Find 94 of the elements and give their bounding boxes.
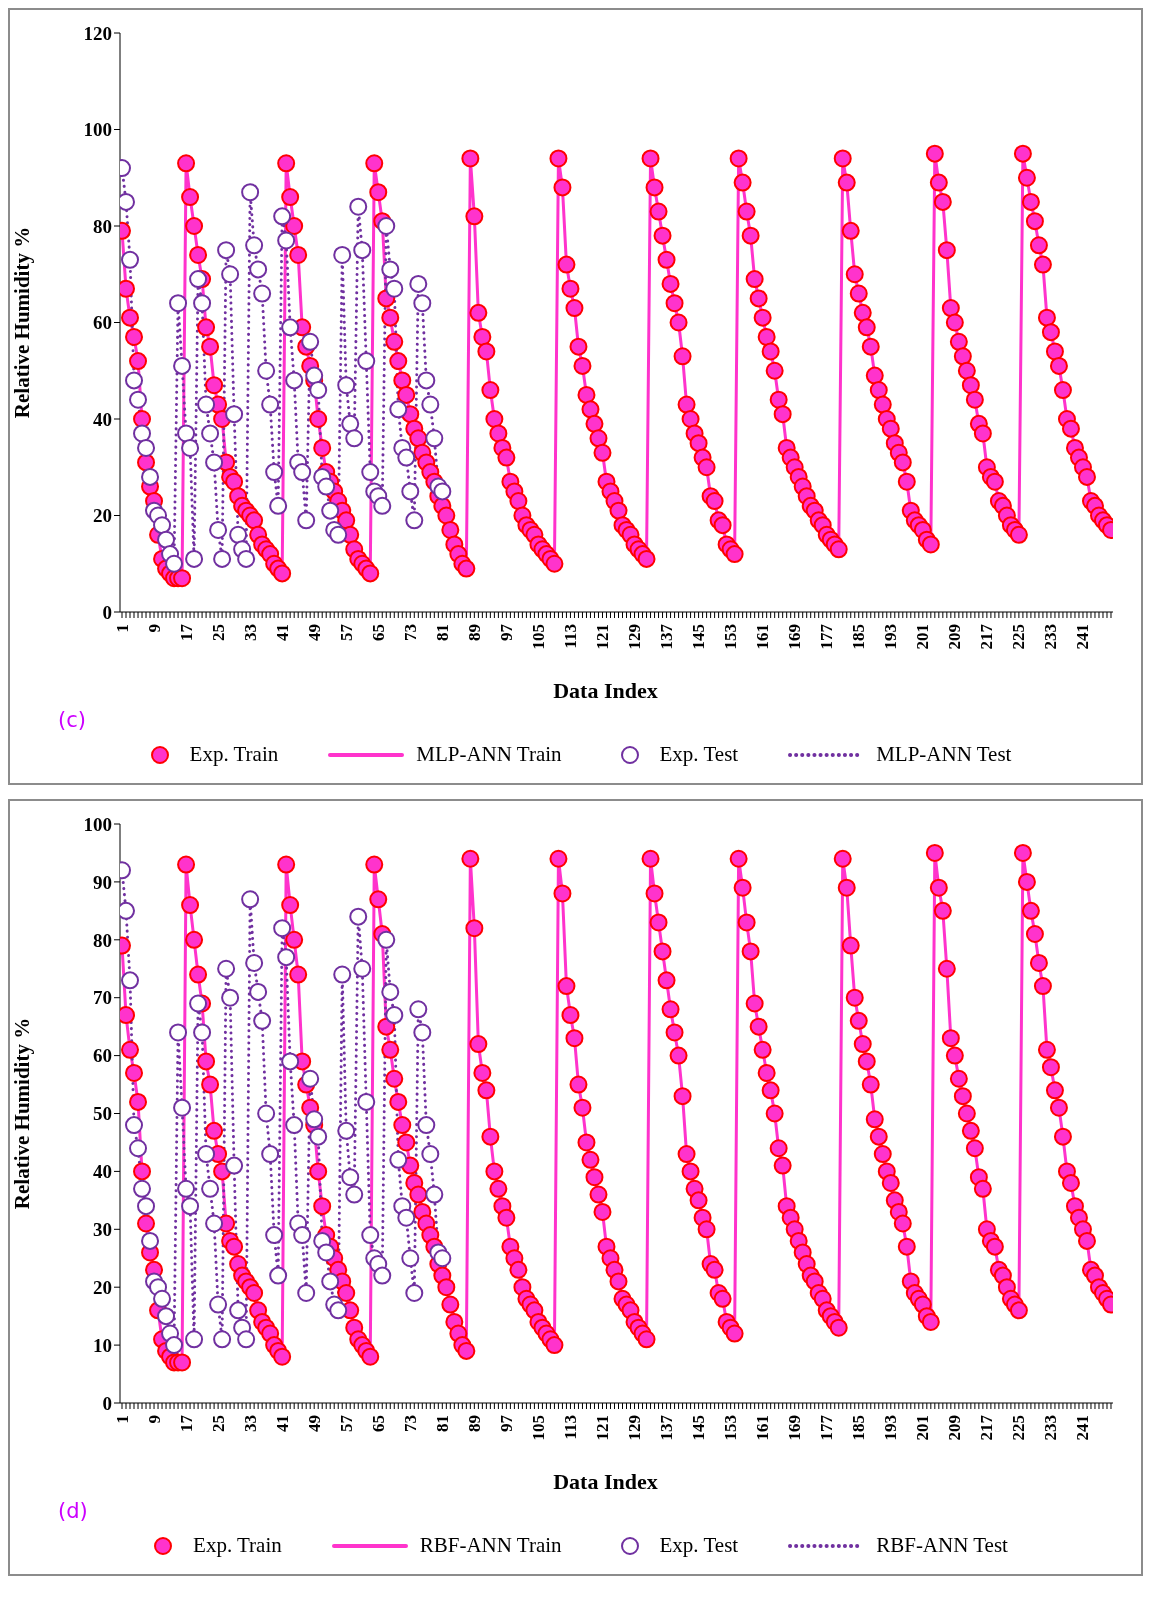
x-tick-label: 9: [144, 624, 164, 633]
x-tick-label: 241: [1073, 624, 1093, 650]
x-tick-label: 241: [1073, 1415, 1093, 1441]
x-tick-label: 1: [112, 1415, 132, 1424]
x-tick-label: 161: [753, 1415, 773, 1441]
x-tick-label: 129: [625, 624, 645, 650]
y-tick-label: 60: [93, 1045, 112, 1067]
x-tick-label: 193: [881, 1415, 901, 1441]
x-tick-label: 57: [336, 1414, 356, 1432]
y-tick-label: 100: [83, 119, 112, 141]
x-axis-title: Data Index: [552, 1469, 659, 1495]
x-tick-label: 225: [1009, 624, 1029, 650]
y-axis-title: Relative Humidity %: [10, 1017, 35, 1210]
x-tick-label: 225: [1009, 1415, 1029, 1441]
x-tick-label: 9: [144, 1415, 164, 1424]
x-tick-label: 17: [176, 1414, 196, 1432]
x-tick-label: 81: [432, 624, 452, 641]
x-tick-label: 137: [657, 1414, 677, 1441]
y-tick-label: 40: [93, 408, 112, 430]
x-tick-label: 113: [560, 1415, 580, 1440]
x-tick-label: 129: [625, 1415, 645, 1441]
x-tick-label: 121: [592, 624, 612, 650]
x-tick-label: 81: [432, 1415, 452, 1432]
x-tick-label: 49: [304, 1415, 324, 1432]
x-tick-label: 145: [689, 1415, 709, 1441]
x-tick-label: 233: [1041, 624, 1061, 650]
x-tick-label: 41: [272, 1415, 292, 1432]
y-tick-label: 20: [93, 1276, 112, 1298]
y-tick-label: 0: [102, 1392, 112, 1414]
x-tick-label: 49: [304, 624, 324, 641]
legend-label: Exp. Train: [189, 742, 279, 767]
x-tick-label: 201: [913, 1415, 933, 1441]
x-tick-label: 209: [945, 1415, 965, 1441]
text: (c): [58, 708, 87, 732]
x-tick-label: 113: [560, 624, 580, 649]
x-tick-label: 33: [240, 1415, 260, 1432]
y-tick-label: 60: [93, 312, 112, 334]
legend-label: RBF-ANN Train: [419, 1533, 562, 1558]
x-tick-label: 217: [977, 623, 997, 650]
x-tick-label: 169: [785, 1415, 805, 1441]
legend-label: MLP-ANN Train: [416, 742, 562, 767]
y-tick-label: 80: [93, 215, 112, 237]
legend-label: MLP-ANN Test: [876, 742, 1012, 767]
x-tick-label: 217: [977, 1414, 997, 1441]
x-tick-label: 17: [176, 623, 196, 641]
x-tick-label: 73: [400, 624, 420, 641]
x-tick-label: 25: [208, 1415, 228, 1432]
x-tick-label: 105: [528, 1415, 548, 1441]
y-tick-label: 40: [93, 1161, 112, 1183]
x-tick-label: 153: [721, 624, 741, 650]
x-tick-label: 97: [496, 1414, 516, 1432]
x-tick-label: 233: [1041, 1415, 1061, 1441]
x-tick-label: 209: [945, 624, 965, 650]
x-tick-label: 145: [689, 624, 709, 650]
y-tick-label: 10: [93, 1334, 112, 1356]
x-tick-label: 177: [817, 623, 837, 650]
x-tick-label: 193: [881, 624, 901, 650]
x-tick-label: 105: [528, 624, 548, 650]
x-tick-label: 185: [849, 624, 869, 650]
legend-label: RBF-ANN Test: [876, 1533, 1008, 1558]
x-tick-label: 89: [464, 624, 484, 641]
y-tick-label: 30: [93, 1219, 112, 1241]
y-tick-label: 120: [83, 22, 112, 44]
x-tick-label: 65: [368, 1415, 388, 1432]
x-axis-title: Data Index: [552, 678, 659, 704]
y-tick-label: 70: [93, 987, 112, 1009]
x-tick-label: 97: [496, 623, 516, 641]
x-tick-label: 201: [913, 624, 933, 650]
legend-label: Exp. Train: [193, 1533, 282, 1558]
x-tick-label: 177: [817, 1414, 837, 1441]
legend-label: Exp. Test: [659, 1533, 739, 1558]
x-tick-label: 33: [240, 624, 260, 641]
y-tick-label: 20: [93, 505, 112, 527]
x-tick-label: 185: [849, 1415, 869, 1441]
y-tick-label: 80: [93, 929, 112, 951]
x-tick-label: 65: [368, 624, 388, 641]
x-tick-label: 89: [464, 1415, 484, 1432]
y-tick-label: 90: [93, 871, 112, 893]
y-tick-label: 100: [83, 813, 112, 835]
x-tick-label: 161: [753, 624, 773, 650]
x-tick-label: 169: [785, 624, 805, 650]
y-tick-label: 50: [93, 1103, 112, 1125]
x-tick-label: 153: [721, 1415, 741, 1441]
x-tick-label: 1: [112, 624, 132, 633]
x-tick-label: 57: [336, 623, 356, 641]
y-tick-label: 0: [102, 601, 112, 623]
legend-label: Exp. Test: [659, 742, 739, 767]
y-axis-title: Relative Humidity %: [10, 226, 35, 419]
x-tick-label: 137: [657, 623, 677, 650]
x-tick-label: 121: [592, 1415, 612, 1441]
x-tick-label: 41: [272, 624, 292, 641]
x-tick-label: 73: [400, 1415, 420, 1432]
x-tick-label: 25: [208, 624, 228, 641]
text: (d): [58, 1499, 89, 1523]
